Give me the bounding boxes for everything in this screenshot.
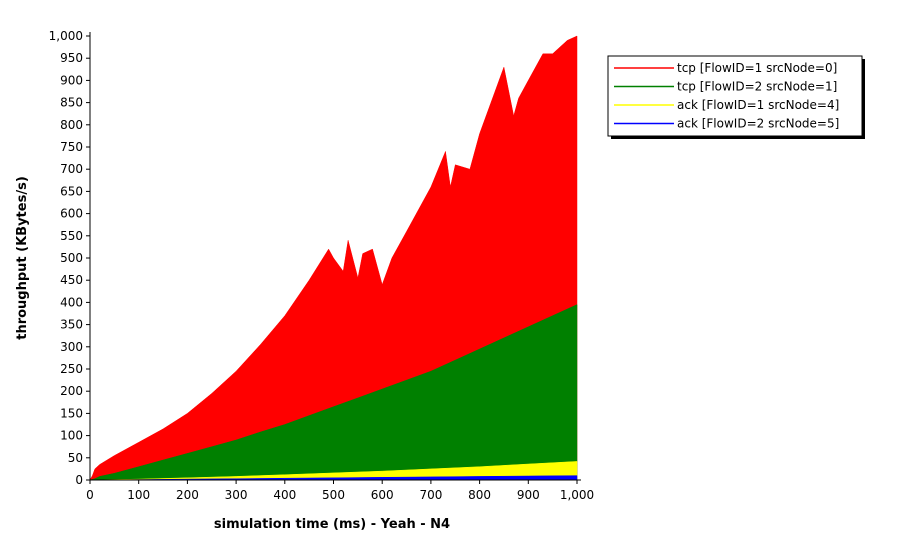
y-tick-label: 650 (60, 184, 83, 198)
y-axis-title: throughput (KBytes/s) (15, 176, 30, 340)
y-tick-label: 250 (60, 362, 83, 376)
legend-label: ack [FlowID=2 srcNode=5] (677, 117, 839, 131)
y-tick-label: 300 (60, 340, 83, 354)
x-tick-label: 600 (371, 488, 394, 502)
y-tick-label: 600 (60, 207, 83, 221)
series-area-3 (89, 461, 578, 481)
y-tick-label: 0 (75, 473, 83, 487)
axes (89, 32, 581, 481)
series-area-2 (89, 304, 578, 481)
legend-label: tcp [FlowID=2 srcNode=1] (677, 80, 837, 94)
x-tick-label: 400 (273, 488, 296, 502)
plot-areas (89, 35, 578, 481)
legend[interactable]: tcp [FlowID=1 srcNode=0] tcp [FlowID=2 sr… (607, 55, 865, 139)
y-tick-label: 100 (60, 429, 83, 443)
x-tick-label: 900 (517, 488, 540, 502)
x-tick-label: 700 (419, 488, 442, 502)
y-tick-label: 200 (60, 384, 83, 398)
x-tick-label: 1,000 (560, 488, 594, 502)
y-tick-label: 400 (60, 295, 83, 309)
y-tick-label: 50 (68, 451, 83, 465)
legend-label: ack [FlowID=1 srcNode=4] (677, 98, 839, 112)
x-tick-label: 800 (468, 488, 491, 502)
y-tick-label: 950 (60, 51, 83, 65)
y-tick-label: 700 (60, 162, 83, 176)
x-tick-label: 0 (86, 488, 94, 502)
y-tick-label: 350 (60, 318, 83, 332)
y-tick-label: 450 (60, 273, 83, 287)
y-tick-label: 550 (60, 229, 83, 243)
y-tick-label: 750 (60, 140, 83, 154)
x-ticks: 0 100 200 300 400 500 600 700 800 900 1,000 (86, 480, 594, 502)
series-area-4 (89, 475, 578, 481)
y-tick-label: 1,000 (49, 29, 83, 43)
x-axis-title: simulation time (ms) - Yeah - N4 (214, 517, 450, 532)
legend-box (607, 55, 863, 137)
x-tick-label: 500 (322, 488, 345, 502)
y-tick-label: 850 (60, 96, 83, 110)
legend-label: tcp [FlowID=1 srcNode=0] (677, 61, 837, 75)
y-ticks: 0 50 100 150 200 250 300 350 400 450 500 550 600 650 7… (49, 29, 90, 487)
x-tick-label: 300 (225, 488, 248, 502)
y-tick-label: 800 (60, 118, 83, 132)
x-tick-label: 200 (176, 488, 199, 502)
x-tick-label: 100 (127, 488, 150, 502)
y-tick-label: 900 (60, 73, 83, 87)
y-tick-label: 150 (60, 406, 83, 420)
y-tick-label: 500 (60, 251, 83, 265)
